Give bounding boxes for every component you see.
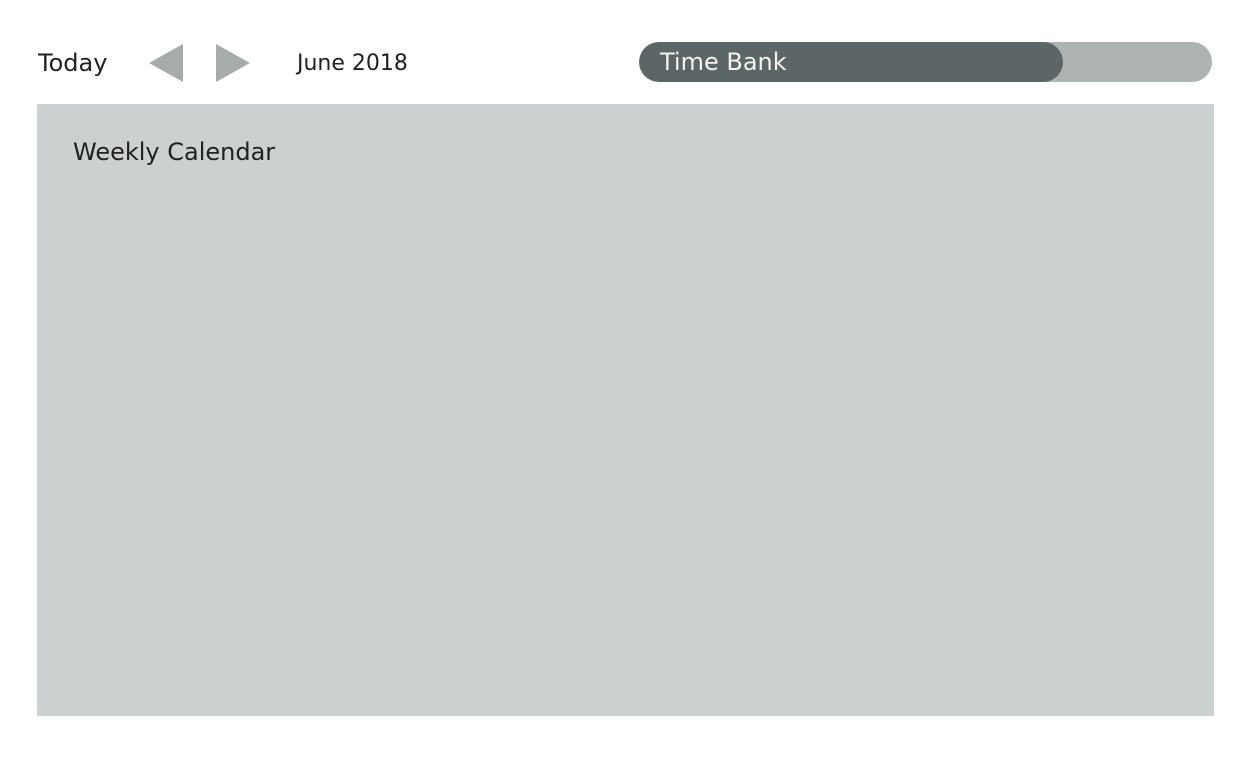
calendar-title: Weekly Calendar: [73, 138, 276, 166]
toolbar: Today June 2018 Time Bank: [0, 0, 1259, 100]
time-bank-label: Time Bank: [660, 48, 787, 76]
time-bank-fill: [639, 42, 1064, 82]
weekly-calendar-panel[interactable]: Weekly Calendar: [37, 104, 1214, 716]
today-button[interactable]: Today: [38, 49, 108, 77]
triangle-right-icon[interactable]: [216, 44, 250, 82]
month-label: June 2018: [297, 51, 408, 76]
time-bank-progress-bar[interactable]: Time Bank: [639, 42, 1212, 82]
triangle-left-icon[interactable]: [149, 44, 183, 82]
